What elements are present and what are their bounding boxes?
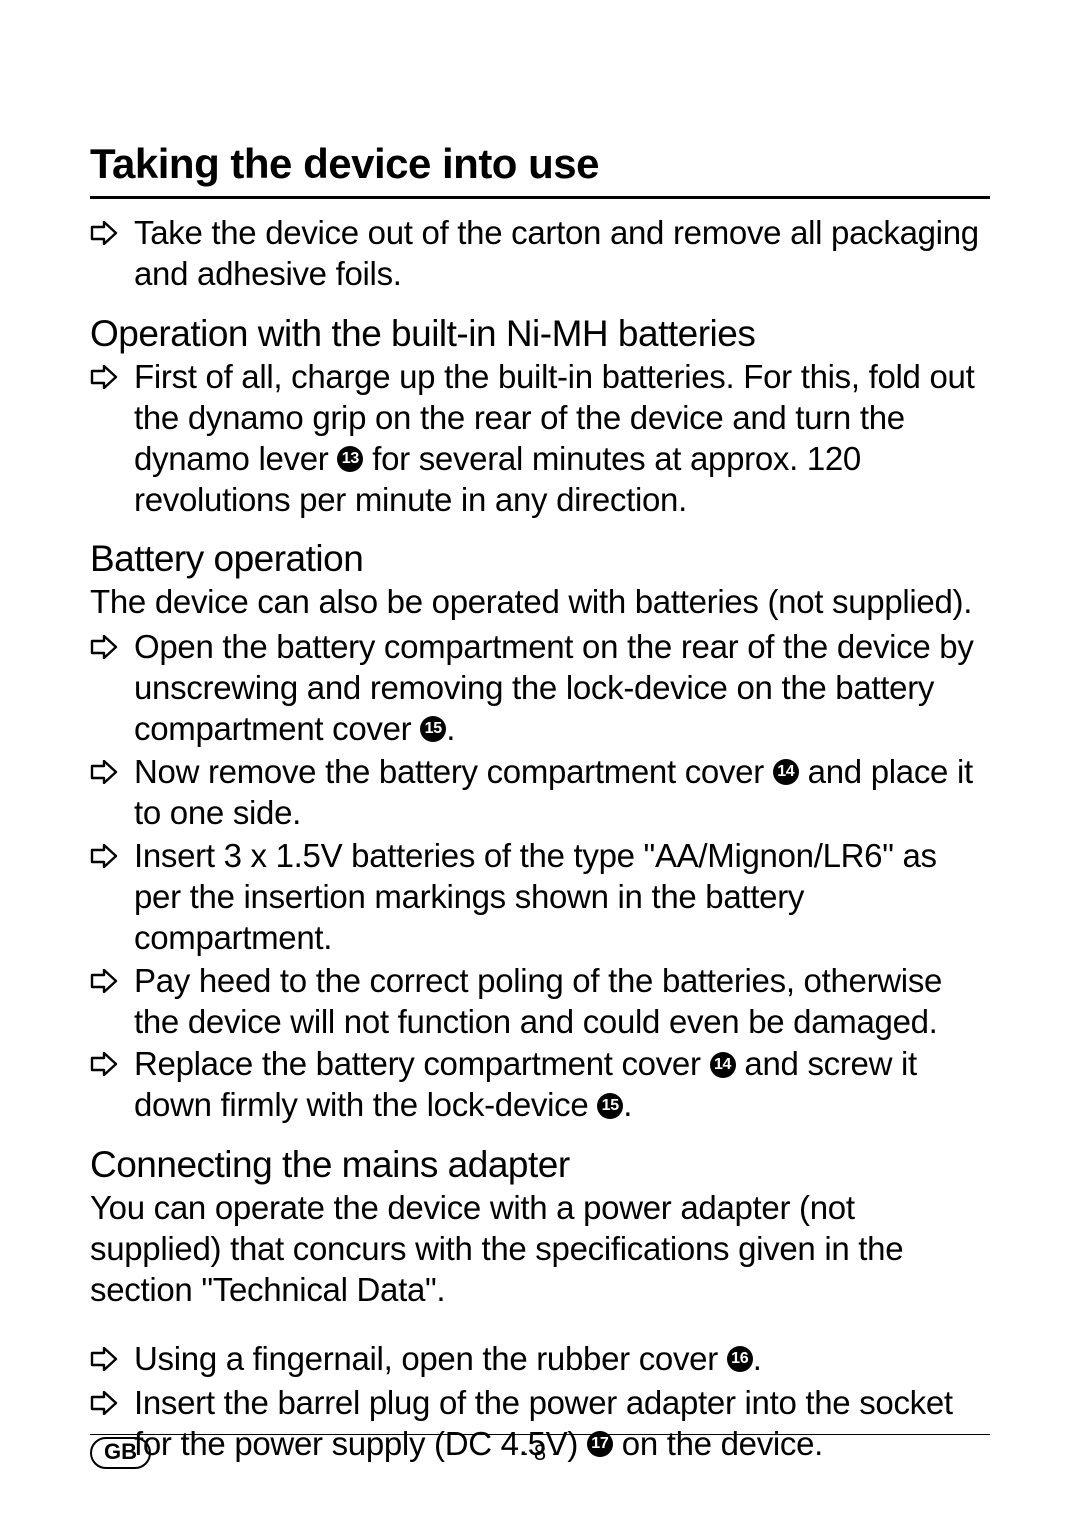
- intro-text: Take the device out of the carton and re…: [134, 213, 990, 295]
- adapter-lead: You can operate the device with a power …: [90, 1188, 990, 1311]
- ref-number-icon: 14: [773, 759, 799, 785]
- footer-rule: [90, 1434, 990, 1435]
- text-part: .: [753, 1340, 762, 1377]
- arrow-icon: [90, 1383, 134, 1425]
- ref-number-icon: 14: [710, 1052, 736, 1078]
- battery-item-3-text: Insert 3 x 1.5V batteries of the type "A…: [134, 836, 990, 959]
- battery-item-4: Pay heed to the correct poling of the ba…: [90, 961, 990, 1043]
- text-part: Replace the battery compartment cover: [134, 1045, 710, 1082]
- arrow-icon: [90, 961, 134, 1003]
- section-title: Taking the device into use: [90, 140, 990, 188]
- subheading-nimh: Operation with the built-in Ni-MH batter…: [90, 313, 990, 355]
- title-rule: [90, 196, 990, 199]
- text-part: Using a fingernail, open the rubber cove…: [134, 1340, 727, 1377]
- ref-number-icon: 15: [597, 1093, 623, 1119]
- battery-item-2: Now remove the battery compartment cover…: [90, 752, 990, 834]
- page-footer: GB - 8 -: [90, 1437, 990, 1469]
- text-part: .: [446, 710, 455, 747]
- arrow-icon: [90, 357, 134, 399]
- nimh-item-1: First of all, charge up the built-in bat…: [90, 357, 990, 521]
- text-part: Now remove the battery compartment cover: [134, 753, 773, 790]
- battery-item-5: Replace the battery compartment cover 14…: [90, 1044, 990, 1126]
- battery-item-5-text: Replace the battery compartment cover 14…: [134, 1044, 990, 1126]
- arrow-icon: [90, 627, 134, 669]
- subheading-adapter: Connecting the mains adapter: [90, 1144, 990, 1186]
- arrow-icon: [90, 752, 134, 794]
- arrow-icon: [90, 1339, 134, 1381]
- page-number: - 8 -: [520, 1440, 559, 1466]
- intro-item: Take the device out of the carton and re…: [90, 213, 990, 295]
- battery-item-3: Insert 3 x 1.5V batteries of the type "A…: [90, 836, 990, 959]
- language-badge: GB: [90, 1437, 151, 1469]
- adapter-item-1: Using a fingernail, open the rubber cove…: [90, 1339, 990, 1381]
- battery-item-4-text: Pay heed to the correct poling of the ba…: [134, 961, 990, 1043]
- battery-lead: The device can also be operated with bat…: [90, 582, 990, 623]
- ref-number-icon: 13: [337, 446, 363, 472]
- text-part: Open the battery compartment on the rear…: [134, 628, 974, 747]
- battery-item-1-text: Open the battery compartment on the rear…: [134, 627, 990, 750]
- nimh-item-1-text: First of all, charge up the built-in bat…: [134, 357, 990, 521]
- arrow-icon: [90, 213, 134, 255]
- adapter-item-1-text: Using a fingernail, open the rubber cove…: [134, 1339, 990, 1380]
- arrow-icon: [90, 1044, 134, 1086]
- subheading-battery: Battery operation: [90, 538, 990, 580]
- battery-item-1: Open the battery compartment on the rear…: [90, 627, 990, 750]
- text-part: .: [623, 1086, 632, 1123]
- ref-number-icon: 16: [727, 1346, 753, 1372]
- arrow-icon: [90, 836, 134, 878]
- battery-item-2-text: Now remove the battery compartment cover…: [134, 752, 990, 834]
- ref-number-icon: 15: [420, 716, 446, 742]
